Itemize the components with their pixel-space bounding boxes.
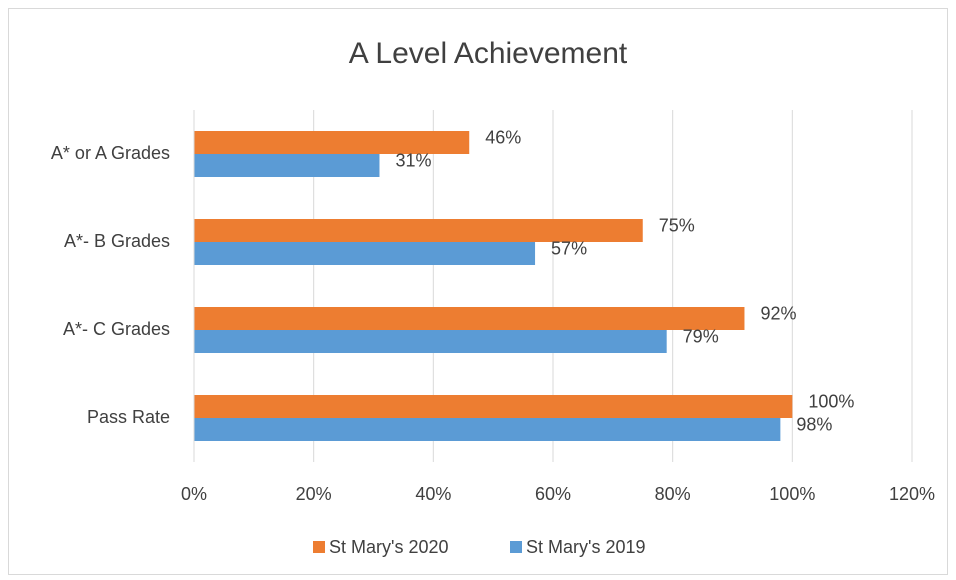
x-tick-label: 100% [769,484,815,504]
data-label: 31% [395,150,431,170]
bar [194,395,793,418]
x-tick-label: 60% [535,484,571,504]
data-label: 98% [796,414,832,434]
bar [194,307,745,330]
data-label: 57% [551,238,587,258]
chart-title: A Level Achievement [349,37,628,70]
legend-label: St Mary's 2019 [526,537,646,557]
data-label: 75% [659,215,695,235]
bar [194,219,643,242]
x-tick-label: 120% [889,484,935,504]
y-tick-label: A*- B Grades [64,231,170,251]
legend-swatch [313,541,325,553]
bar [194,154,380,177]
bar [194,242,536,265]
bar [194,418,781,441]
legend-swatch [510,541,522,553]
x-tick-label: 20% [296,484,332,504]
x-tick-label: 40% [415,484,451,504]
y-tick-label: A*- C Grades [63,319,170,339]
data-label: 79% [683,326,719,346]
y-tick-label: Pass Rate [87,407,170,427]
bar [194,330,667,353]
data-label: 46% [485,127,521,147]
bar [194,131,470,154]
data-label: 92% [760,303,796,323]
x-tick-label: 80% [655,484,691,504]
legend-label: St Mary's 2020 [329,537,449,557]
x-tick-label: 0% [181,484,207,504]
y-tick-label: A* or A Grades [51,143,170,163]
data-label: 100% [808,391,854,411]
chart-border [8,8,948,575]
